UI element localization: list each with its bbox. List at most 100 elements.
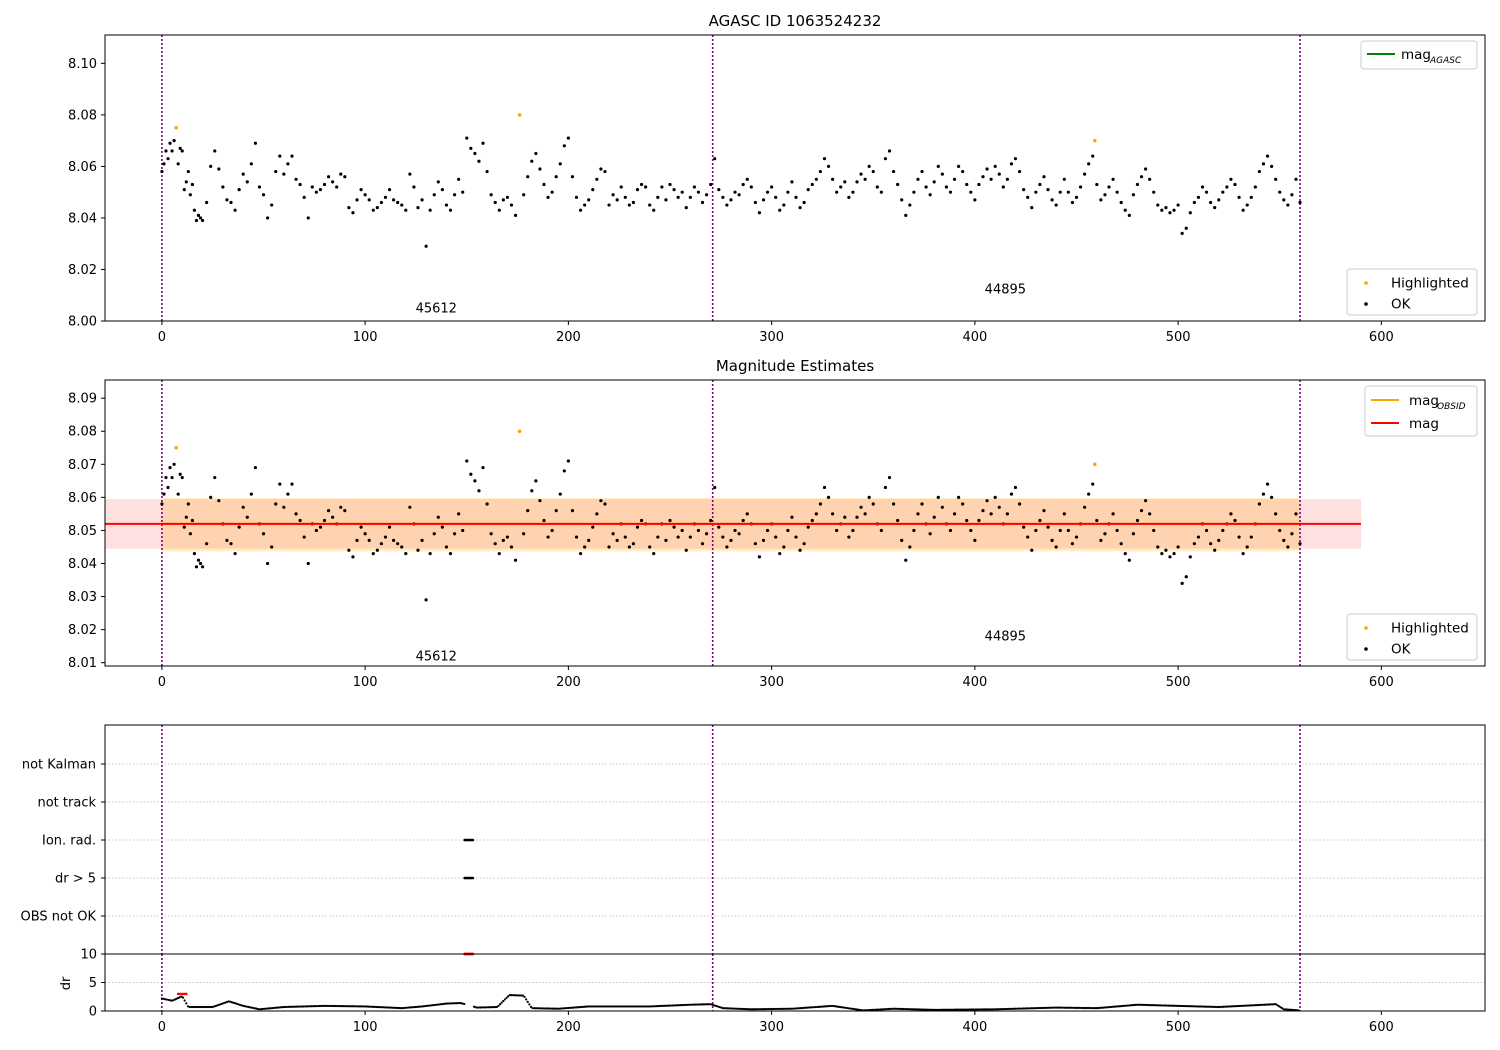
ok-point [879,528,883,533]
dr-point [633,1005,637,1008]
ok-point [798,206,802,210]
ok-point [1168,211,1172,215]
dr-point [975,1008,978,1011]
dr-point [1191,1005,1194,1008]
dr-point [185,1002,188,1005]
dr-point [390,1006,393,1009]
dr-point [1227,1005,1230,1008]
ok-point [924,185,928,189]
dr-point [1194,1005,1198,1008]
dr-point [793,1007,796,1010]
dr-point [227,1000,230,1003]
ok-point [871,502,875,506]
legend-label: Highlighted [1391,621,1469,637]
dr-point [1162,1004,1165,1007]
dr-point [1152,1004,1155,1007]
dr-point [567,1006,570,1010]
ok-point [1009,162,1014,166]
dr-point [437,1003,440,1006]
dr-point [399,1007,403,1010]
ok-point [363,532,367,536]
dr-point [451,1002,455,1005]
dr-point [879,1008,882,1011]
ok-point [611,532,615,536]
dr-point [998,1008,1001,1011]
dr-point [351,1005,354,1008]
ok-point [700,542,705,546]
ok-point [172,462,176,466]
ok-point [891,502,896,506]
dr-point [915,1008,918,1011]
dr-point [690,1003,694,1006]
dr-point [190,1005,193,1009]
dr-point [1055,1006,1058,1009]
ok-point [835,190,839,194]
ok-point [392,198,396,202]
ok-point [595,177,599,181]
dr-point [360,1005,363,1008]
ok-point [1107,185,1111,189]
ok-point [166,485,170,490]
ok-point [229,542,233,546]
dr-point [181,996,185,999]
dr-point [1069,1006,1072,1009]
dr-point [837,1005,840,1008]
dr-point [295,1005,298,1008]
y-tick-label: 8.02 [68,623,97,638]
dr-point [572,1006,575,1009]
ok-point [265,216,270,220]
ok-point [436,180,440,184]
dr-point [981,1008,985,1011]
ok-point [1042,509,1046,513]
dr-point [816,1005,819,1009]
ok-point [570,175,575,179]
ok-point [347,548,351,552]
ok-point [867,164,871,169]
dr-point [1120,1004,1123,1008]
dr-point [1261,1003,1264,1006]
ok-point [1095,518,1099,523]
x-tick-label: 100 [353,330,378,345]
ok-point [351,211,355,215]
ok-legend-marker [1364,647,1368,651]
ok-point [200,218,205,223]
highlighted-point [517,429,522,434]
ok-point [160,502,164,506]
dr-point [1079,1006,1082,1010]
ok-point [375,548,379,552]
dr-point [573,1006,576,1009]
ok-point [578,551,583,556]
dr-point [1040,1006,1043,1010]
dr-point [1017,1007,1020,1010]
ok-point [603,502,607,506]
ok-point [843,515,847,519]
dr-point [416,1005,419,1008]
dr-point [1255,1004,1258,1007]
dr-point [1281,1007,1284,1010]
ok-point [1095,182,1099,187]
ok-point [282,505,286,509]
ok-point [774,195,778,199]
ok-point [245,515,249,519]
ok-point [1152,190,1156,194]
dr-point [391,1006,394,1009]
ok-point [261,193,266,197]
ok-point [282,172,286,176]
ok-point [457,177,461,181]
ok-point [359,525,363,529]
dr-point [1173,1004,1176,1007]
ok-point [182,525,186,529]
dr-point [681,1003,684,1007]
dr-point [1126,1004,1129,1007]
dr-point [294,1005,297,1008]
ok-point [794,535,798,539]
dr-point [929,1008,933,1011]
dr-point [1160,1004,1163,1007]
dr-point [281,1006,284,1009]
dr-point [1061,1006,1064,1009]
dr-point [1108,1005,1111,1009]
legend-label: mag [1401,47,1431,63]
dr-point [703,1003,707,1006]
ok-point [1241,208,1245,212]
dr-point [580,1005,583,1009]
